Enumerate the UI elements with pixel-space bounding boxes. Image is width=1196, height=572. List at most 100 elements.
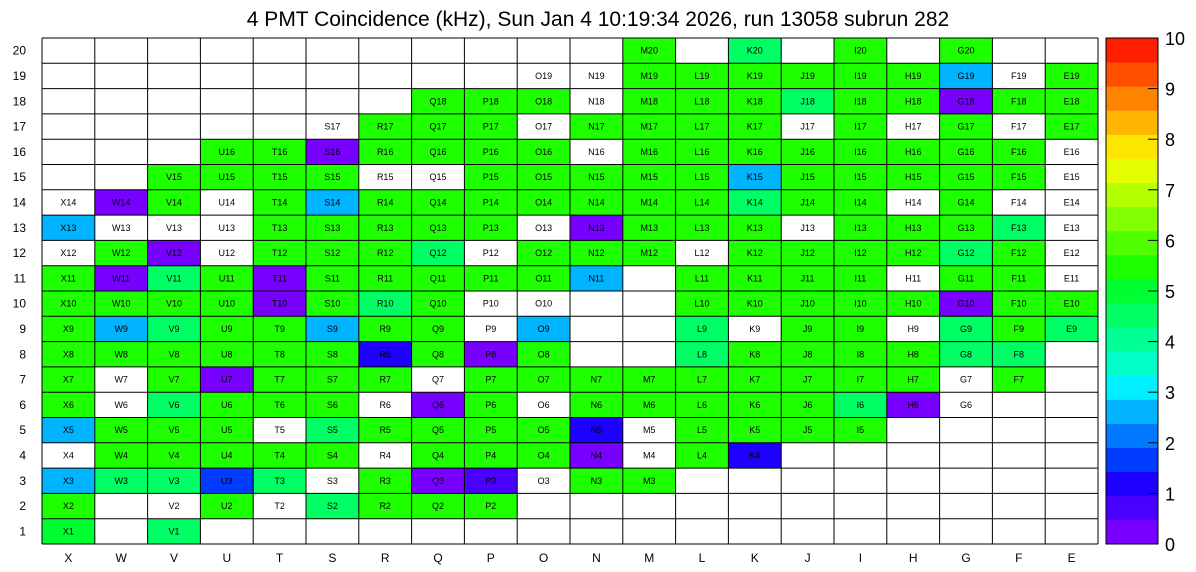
cell-label-U9: U9	[221, 324, 233, 334]
heatmap-cell-E12	[1045, 240, 1098, 266]
x-tick-label: O	[539, 551, 548, 565]
x-tick-label: R	[381, 551, 390, 565]
cell-label-E12: E12	[1064, 248, 1080, 258]
heatmap-cell-K12	[728, 240, 782, 266]
cell-label-P5: P5	[485, 425, 496, 435]
heatmap-cell-R10	[358, 291, 412, 317]
cell-label-O5: O5	[538, 425, 550, 435]
heatmap-cell-X11	[42, 265, 95, 291]
cell-label-O9: O9	[538, 324, 550, 334]
heatmap-cell-Q13	[411, 215, 465, 241]
heatmap-cell-W7	[94, 366, 148, 393]
cell-label-G17: G17	[957, 122, 974, 132]
cell-label-M18: M18	[640, 96, 658, 106]
cell-label-F16: F16	[1011, 147, 1027, 157]
heatmap-cell-K11	[728, 265, 782, 291]
heatmap-cell-F9	[992, 316, 1046, 342]
heatmap-cell-L19	[675, 63, 729, 89]
heatmap-cell-T14	[253, 189, 306, 216]
cell-label-F8: F8	[1014, 349, 1025, 359]
palette-swatch	[1106, 447, 1158, 473]
heatmap-cell-F13	[992, 215, 1046, 241]
heatmap-cell-F17	[992, 113, 1046, 140]
cell-label-M13: M13	[640, 223, 658, 233]
heatmap-cell-P15	[464, 164, 518, 190]
cell-label-I9: I9	[857, 324, 865, 334]
heatmap-cell-L8	[675, 341, 729, 367]
cell-label-V7: V7	[168, 375, 179, 385]
heatmap-cell-P18	[464, 88, 518, 114]
cell-label-G13: G13	[957, 223, 974, 233]
palette-tick-label: 6	[1165, 231, 1175, 251]
cell-label-O11: O11	[535, 273, 551, 283]
cell-label-E11: E11	[1064, 273, 1079, 283]
cell-label-E16: E16	[1064, 147, 1080, 157]
heatmap-cell-F18	[992, 88, 1046, 114]
heatmap-cell-M7	[622, 366, 676, 393]
heatmap-cell-G7	[939, 366, 993, 393]
cell-label-S17: S17	[324, 122, 340, 132]
heatmap-cell-H19	[886, 63, 940, 89]
cell-label-Q12: Q12	[429, 248, 446, 258]
cell-label-I7: I7	[857, 375, 865, 385]
cell-label-Q15: Q15	[429, 172, 446, 182]
cell-label-H6: H6	[907, 400, 919, 410]
heatmap-cell-S11	[306, 265, 359, 291]
cell-label-U6: U6	[221, 400, 233, 410]
cell-label-L13: L13	[694, 223, 709, 233]
x-tick-label: M	[644, 551, 654, 565]
heatmap-cell-E11	[1045, 265, 1098, 291]
heatmap-cell-P6	[464, 392, 518, 418]
cell-label-T10: T10	[272, 299, 288, 309]
palette-swatch	[1106, 38, 1158, 63]
heatmap-cell-V5	[147, 417, 201, 443]
heatmap-cell-O7	[517, 366, 570, 393]
y-tick-label: 15	[13, 170, 27, 184]
cell-label-Q9: Q9	[432, 324, 444, 334]
cell-label-U15: U15	[219, 172, 236, 182]
heatmap-cell-J10	[781, 291, 834, 317]
cell-label-M14: M14	[640, 197, 658, 207]
palette-tick-label: 3	[1165, 383, 1175, 403]
palette-swatch	[1106, 495, 1158, 521]
heatmap-cell-S3	[306, 468, 359, 494]
cell-label-J10: J10	[800, 299, 815, 309]
cell-label-T8: T8	[274, 349, 285, 359]
y-tick-label: 9	[19, 322, 26, 336]
heatmap-cell-T16	[253, 139, 306, 165]
cell-label-V3: V3	[168, 476, 179, 486]
heatmap-cell-O16	[517, 139, 570, 165]
heatmap-cell-I19	[834, 63, 887, 89]
cell-label-H7: H7	[907, 375, 919, 385]
heatmap-cell-J18	[781, 88, 834, 114]
heatmap-cell-M3	[622, 468, 676, 494]
cell-label-R14: R14	[377, 197, 394, 207]
heatmap-cell-T3	[253, 468, 306, 494]
cell-label-T11: T11	[272, 273, 287, 283]
cell-label-H19: H19	[905, 71, 922, 81]
heatmap-cell-X5	[42, 417, 95, 443]
x-tick-label: I	[859, 551, 862, 565]
cell-label-X7: X7	[63, 375, 74, 385]
heatmap-cell-J8	[781, 341, 834, 367]
heatmap-cell-I15	[834, 164, 887, 190]
cell-label-R13: R13	[377, 223, 394, 233]
cell-label-L8: L8	[697, 349, 707, 359]
heatmap-cell-S9	[306, 316, 359, 342]
cell-label-M4: M4	[643, 450, 656, 460]
heatmap-cell-M18	[622, 88, 676, 114]
palette-swatch	[1106, 86, 1158, 111]
cell-label-H17: H17	[905, 122, 922, 132]
cell-label-V10: V10	[166, 299, 182, 309]
cell-label-I11: I11	[854, 273, 866, 283]
heatmap-cell-R12	[358, 240, 412, 266]
heatmap-cell-V13	[147, 215, 201, 241]
heatmap-cell-R5	[358, 417, 412, 443]
cell-label-J16: J16	[800, 147, 815, 157]
heatmap-cell-K18	[728, 88, 782, 114]
heatmap-cell-U8	[200, 341, 254, 367]
heatmap-cell-H17	[886, 113, 940, 140]
heatmap-cell-M19	[622, 63, 676, 89]
heatmap-cell-F10	[992, 291, 1046, 317]
cell-label-G12: G12	[957, 248, 974, 258]
